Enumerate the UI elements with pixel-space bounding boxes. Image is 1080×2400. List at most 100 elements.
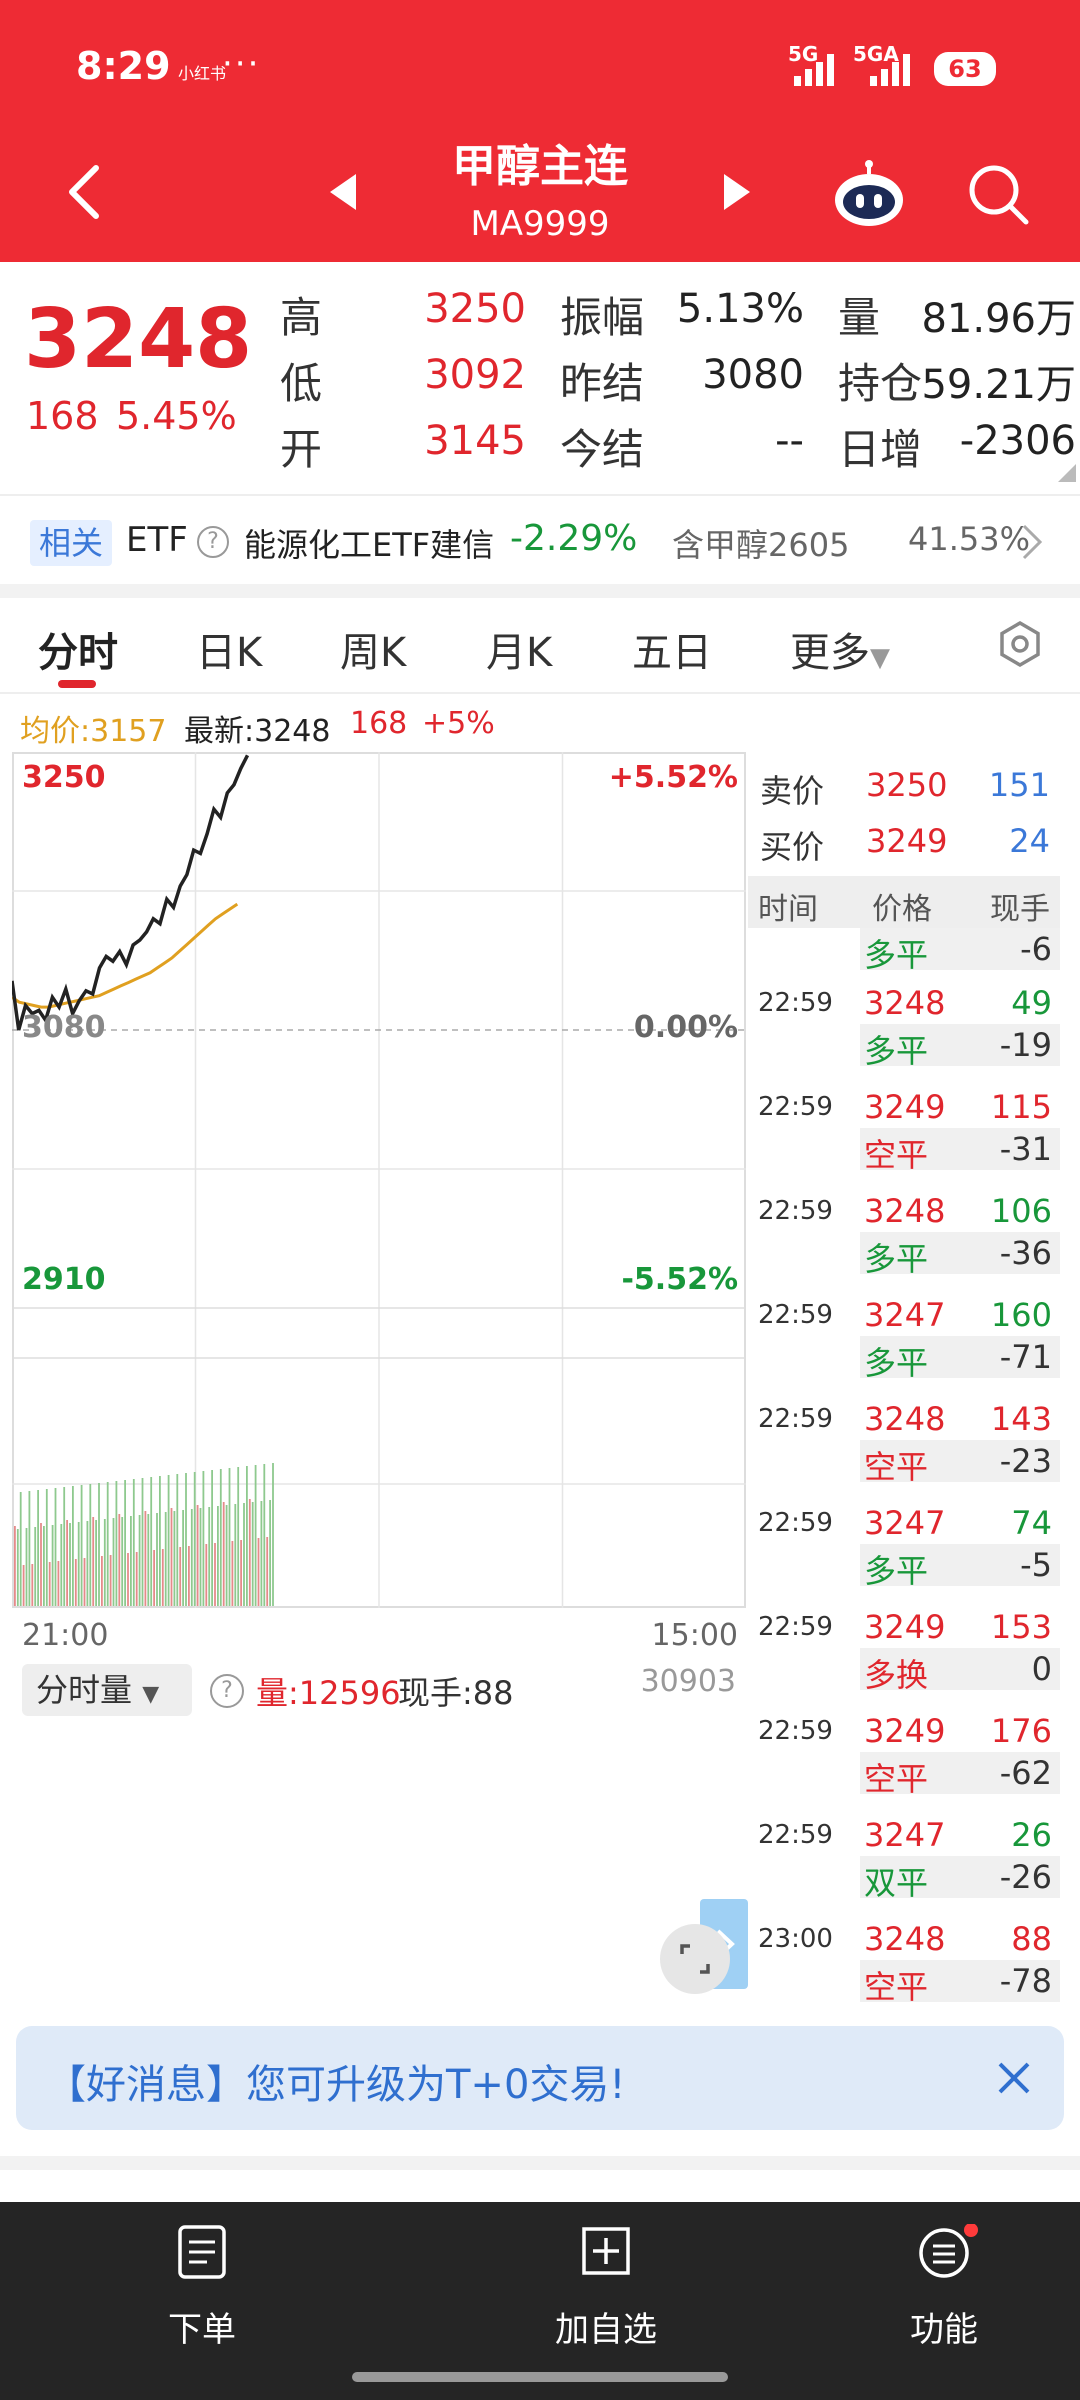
tab-five-day[interactable]: 五日: [632, 630, 712, 676]
trade-type-bar: 多平 -5: [860, 1544, 1060, 1590]
help-icon[interactable]: ?: [197, 526, 229, 558]
home-indicator[interactable]: [352, 2372, 728, 2382]
volume-bar: [254, 1465, 257, 1606]
trade-type: 多平: [864, 1240, 929, 1278]
volume-bar: [272, 1463, 274, 1606]
tab-weekly-k[interactable]: 周K: [340, 630, 407, 676]
robot-assistant-icon[interactable]: [832, 160, 906, 228]
trade-qty: 0: [1031, 1650, 1052, 1688]
bottom-nav: 下单 加自选 功能: [0, 2202, 1080, 2400]
period-tabs: 分时 日K 周K 月K 五日 更多▼: [0, 598, 1080, 694]
next-contract-icon[interactable]: [720, 172, 754, 212]
intraday-chart[interactable]: 3250 +5.52% 3080 0.00% 2910 -5.52% 21:00…: [12, 752, 748, 1994]
status-bar: 8:29 小红书 ··· 5G 5GA 63: [0, 0, 1080, 130]
trade-volume: 115: [990, 1088, 1052, 1126]
volume-bar: [66, 1520, 68, 1606]
settings-icon[interactable]: [996, 620, 1044, 668]
expand-corner-icon[interactable]: [1058, 464, 1076, 482]
pct-mid-label: 0.00%: [633, 1010, 738, 1045]
upgrade-banner[interactable]: 【好消息】您可升级为T+0交易!: [16, 2026, 1064, 2130]
tab-monthly-k[interactable]: 月K: [486, 630, 553, 676]
network-5g-label: 5G: [788, 42, 819, 66]
etf-holding: 含甲醇2605: [672, 526, 850, 564]
close-icon[interactable]: [992, 2056, 1036, 2100]
volume-bar: [25, 1528, 28, 1606]
related-etf-row[interactable]: 相关 ETF ? 能源化工ETF建信 -2.29% 含甲醇2605 41.53%: [0, 494, 1080, 584]
trade-time: 22:59: [758, 1092, 833, 1122]
volume-bar: [72, 1486, 74, 1606]
trade-time: 22:59: [758, 1196, 833, 1226]
fullscreen-button[interactable]: [660, 1924, 730, 1994]
volume-bar: [222, 1502, 225, 1606]
volume-bar: [263, 1464, 266, 1606]
quote-panel: 3248 168 5.45% 高 3250 振幅 5.13% 量 81.96万 …: [0, 262, 1080, 492]
trade-price: 3247: [864, 1816, 946, 1854]
trade-type: 空平: [864, 1448, 929, 1486]
tab-intraday[interactable]: 分时: [38, 630, 118, 676]
order-document-icon: [178, 2225, 226, 2279]
volume-bar: [16, 1529, 19, 1606]
y-bottom-label: 2910: [22, 1262, 106, 1297]
header-time: 时间: [758, 892, 818, 927]
tab-more[interactable]: 更多▼: [790, 620, 890, 678]
volume-bar: [234, 1504, 237, 1606]
chevron-right-icon: [1022, 524, 1043, 560]
chart-info-line: 均价:3157 最新:3248 168 +5%: [0, 700, 760, 749]
trade-volume: 74: [1011, 1504, 1052, 1542]
trade-type-bar: 多换 0: [860, 1648, 1060, 1694]
header-price: 价格: [872, 892, 932, 927]
nav-functions-button[interactable]: 功能: [844, 2224, 1044, 2350]
add-square-icon: [582, 2227, 630, 2275]
sell-qty: 151: [988, 766, 1050, 804]
volume-bar: [121, 1517, 124, 1606]
volume-bar: [98, 1483, 100, 1606]
trade-volume: 26: [1011, 1816, 1052, 1854]
prev-contract-icon[interactable]: [326, 172, 360, 212]
daily-change-value: -2306: [959, 418, 1076, 464]
volume-bar: [51, 1525, 54, 1606]
volume-bar: [147, 1514, 150, 1606]
nav-order-button[interactable]: 下单: [102, 2224, 302, 2350]
latest-price-label: 最新:3248: [184, 714, 331, 749]
volume-bar: [103, 1519, 106, 1606]
trade-row: 22:59 3248 106 多平 -36: [748, 1184, 1060, 1288]
volume-bar: [14, 1526, 16, 1606]
volume-bar: [248, 1499, 251, 1606]
trade-qty: -71: [999, 1338, 1052, 1376]
volume-bar: [150, 1477, 153, 1606]
volume-bar: [231, 1541, 234, 1606]
divider: [0, 2156, 1080, 2170]
trade-type: 多平: [864, 1552, 929, 1590]
volume-bar: [237, 1467, 240, 1606]
volume-bar: [130, 1516, 132, 1606]
volume-bar: [83, 1558, 86, 1606]
trade-volume: 88: [1011, 1920, 1052, 1958]
volume-bar: [179, 1547, 182, 1606]
volume-bar: [257, 1538, 260, 1606]
volume-label: 量: [838, 293, 881, 342]
volume-bar: [77, 1522, 80, 1606]
nav-add-watchlist-button[interactable]: 加自选: [506, 2224, 706, 2350]
trade-time: 22:59: [758, 1612, 833, 1642]
volume-bar: [211, 1470, 213, 1606]
back-arrow-icon[interactable]: [60, 162, 110, 222]
volume-bar: [22, 1565, 25, 1606]
volume-bar: [156, 1513, 158, 1606]
volume-bar: [173, 1511, 176, 1606]
help-icon[interactable]: ?: [210, 1674, 244, 1708]
volume-bar: [63, 1487, 66, 1606]
last-price: 3248: [24, 292, 253, 387]
trade-list[interactable]: 卖价 3250 151 买价 3249 24 时间 价格 现手 多平 -6 22…: [748, 752, 1060, 2008]
trade-qty: -5: [1020, 1546, 1052, 1584]
volume-bar: [43, 1526, 45, 1606]
banner-text: 【好消息】您可升级为T+0交易!: [46, 2062, 626, 2108]
volume-type-select[interactable]: 分时量 ▼: [22, 1664, 192, 1716]
search-icon[interactable]: [966, 162, 1030, 226]
trade-qty: -36: [999, 1234, 1052, 1272]
trade-type-bar: 多平 -19: [860, 1024, 1060, 1070]
volume-bar: [48, 1562, 51, 1606]
related-tag: 相关: [30, 520, 112, 566]
nav-order-label: 下单: [168, 2310, 236, 2350]
chart-canvas: [12, 752, 746, 1608]
tab-daily-k[interactable]: 日K: [196, 630, 263, 676]
